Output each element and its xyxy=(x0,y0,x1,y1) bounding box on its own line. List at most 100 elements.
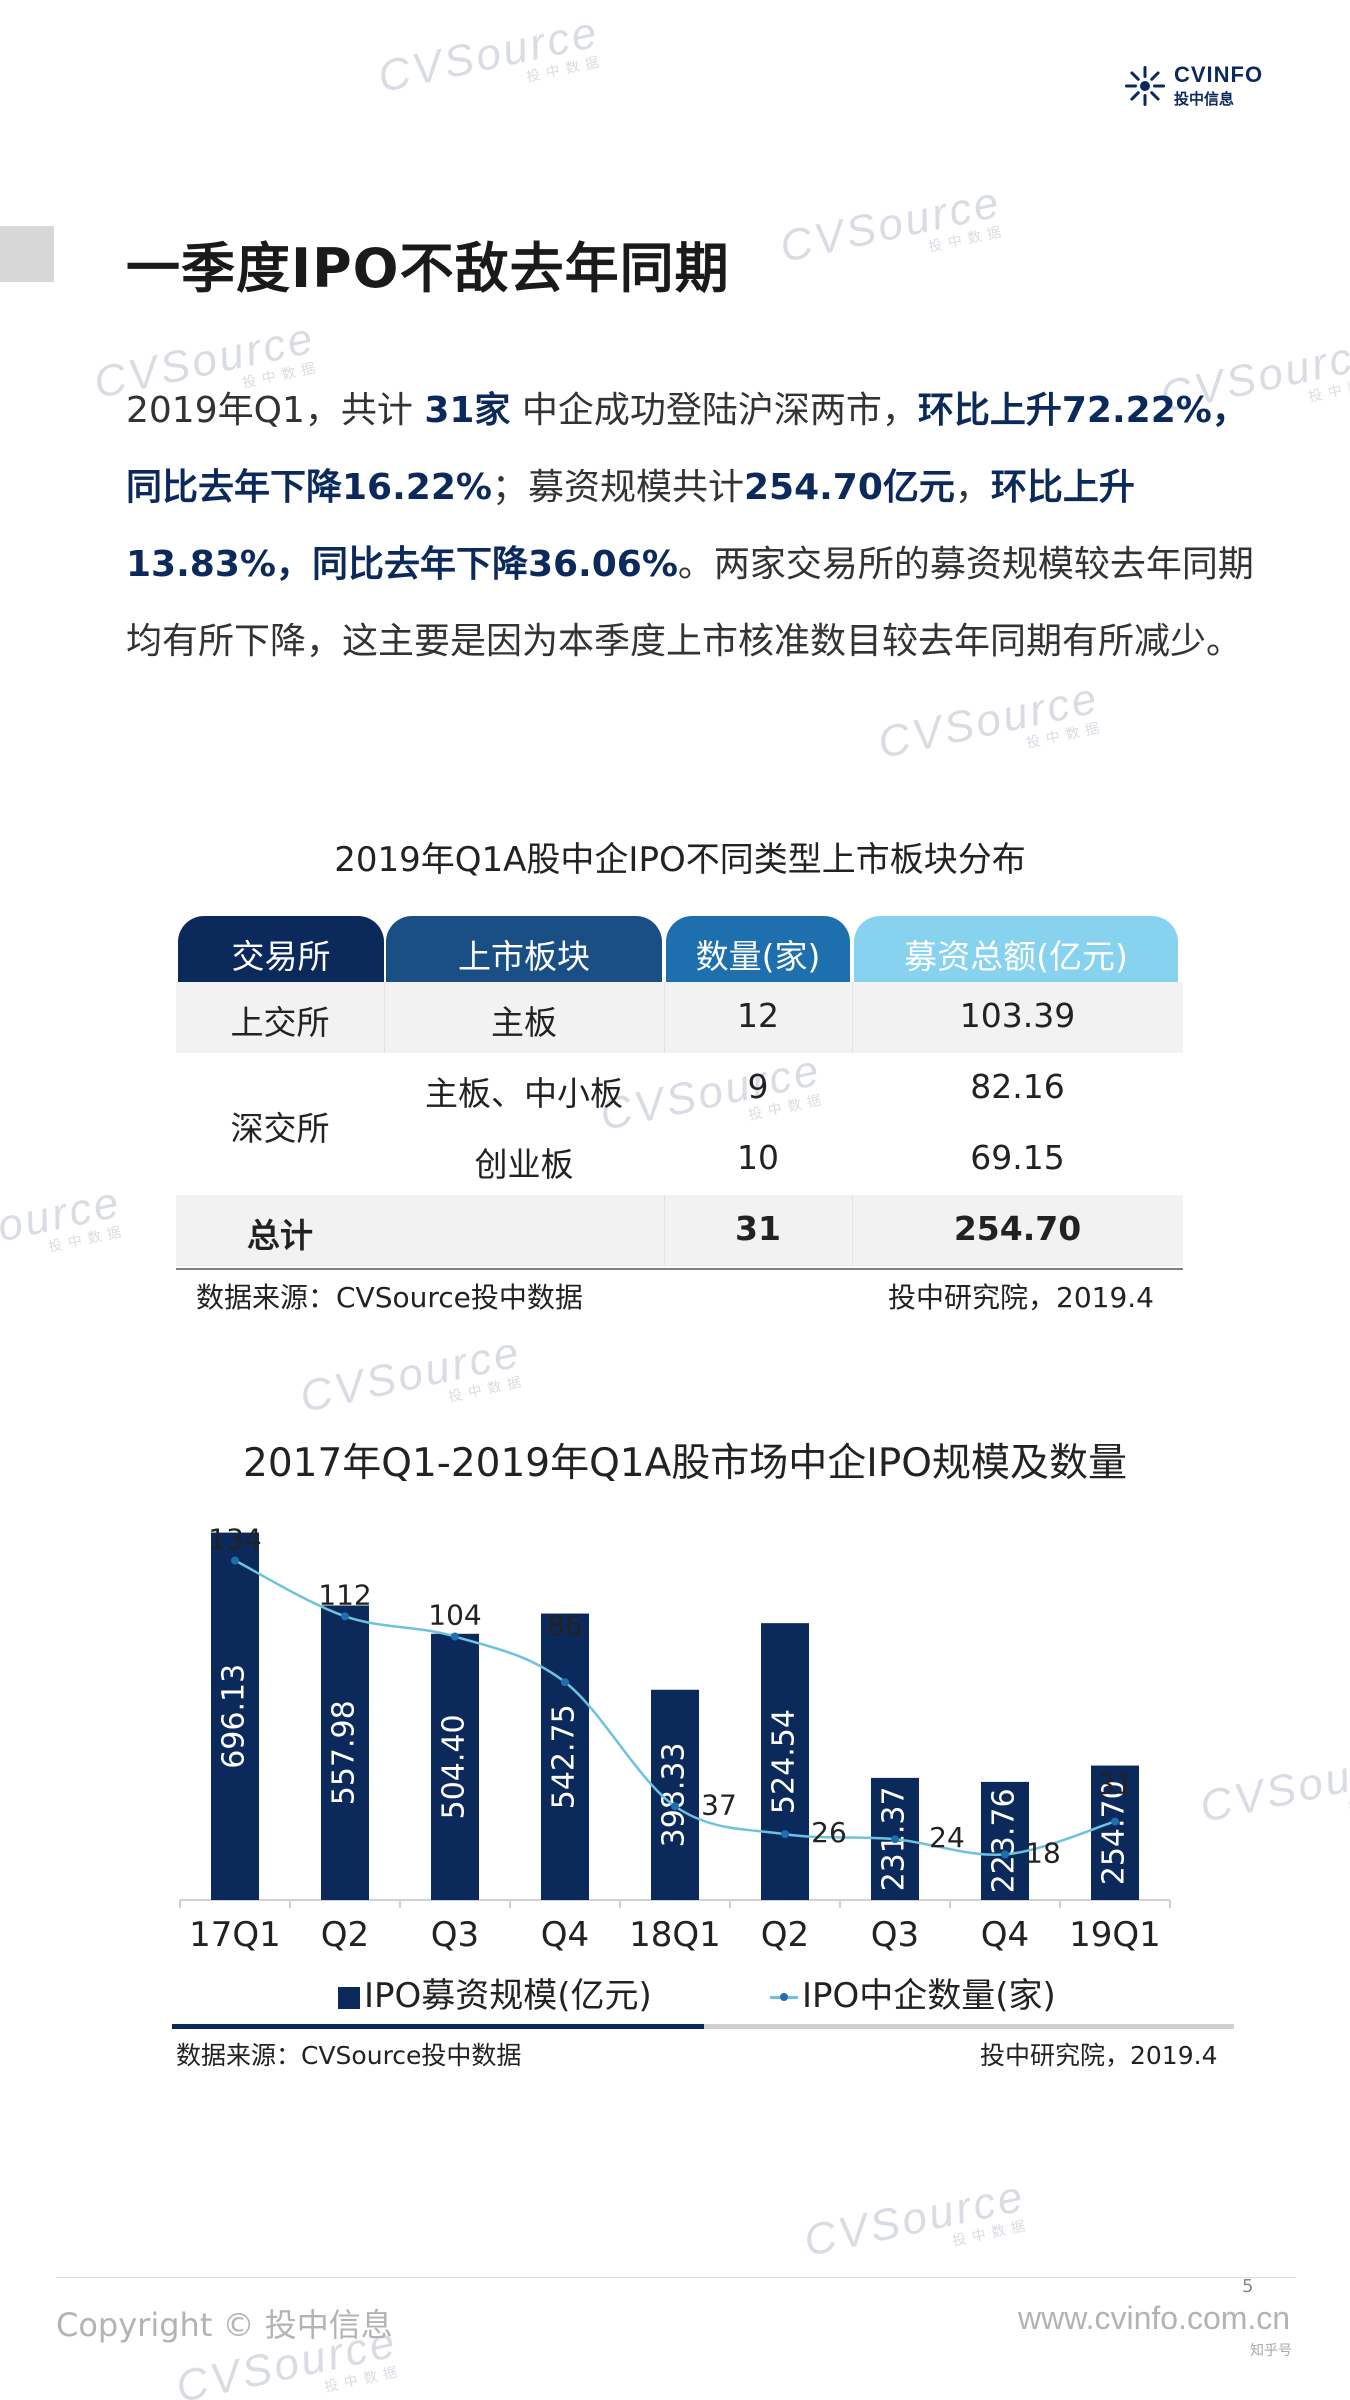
column-divider xyxy=(384,982,385,1053)
table-row-bg xyxy=(176,982,1183,1053)
cell-total-count: 31 xyxy=(735,1209,781,1248)
count-value-label: 86 xyxy=(547,1609,583,1642)
count-value-label: 37 xyxy=(701,1788,737,1821)
watermark: CVSource 投中数据 xyxy=(775,177,1009,272)
cell-exchange: 上交所 xyxy=(230,1003,330,1042)
table-source: 数据来源：CVSource投中数据 xyxy=(196,1281,583,1314)
watermark: CVSource 投中数据 xyxy=(295,1327,529,1422)
cell-total-amount: 254.70 xyxy=(953,1209,1082,1248)
bar-mark xyxy=(1091,1765,1139,1900)
bar-mark xyxy=(651,1689,699,1900)
legend-bar-swatch xyxy=(338,1986,360,2009)
header-count: 数量(家) xyxy=(666,916,850,982)
intro-text: 。两家交易所的募资规模较去年同期均有所下降，这主要是因为本季度上市核准数目较去年… xyxy=(126,544,1254,662)
cell-board: 主板、中小板 xyxy=(425,1074,623,1113)
count-value-label: 24 xyxy=(929,1821,965,1854)
category-tick-label: Q4 xyxy=(981,1915,1029,1955)
category-tick-label: Q2 xyxy=(321,1915,369,1955)
intro-highlight: 环比上升72.22%，同比去年下降16.22% xyxy=(126,390,1248,508)
category-tick-label: Q3 xyxy=(431,1915,479,1955)
category-tick-label: Q4 xyxy=(541,1915,589,1955)
table-credit: 投中研究院，2019.4 xyxy=(888,1281,1154,1314)
chart-title: 2017年Q1-2019年Q1A股市场中企IPO规模及数量 xyxy=(243,1441,1127,1486)
count-point xyxy=(231,1556,239,1565)
cell-count: 12 xyxy=(737,996,779,1035)
logo-text-en: CVINFO xyxy=(1174,62,1264,87)
footer-rule xyxy=(56,2277,1296,2278)
intro-highlight: 环比上升13.83%，同比去年下降36.06% xyxy=(126,467,1135,585)
intro-text: ；募资规模共计 xyxy=(491,467,744,508)
count-value-label: 112 xyxy=(318,1578,371,1611)
bar-mark xyxy=(541,1613,589,1900)
watermark: CVSource 投中数据 xyxy=(799,2171,1033,2266)
cell-board: 创业板 xyxy=(474,1145,574,1184)
legend-bar-label: IPO募资规模(亿元) xyxy=(364,1976,652,2016)
count-series-line xyxy=(234,1559,1116,1857)
header-exchange: 交易所 xyxy=(178,916,384,982)
chart-source: 数据来源：CVSource投中数据 xyxy=(176,2041,522,2070)
column-divider xyxy=(664,982,665,1053)
copyright: Copyright © 投中信息 xyxy=(56,2306,393,2344)
bar-value-label: 696.13 xyxy=(217,1664,252,1769)
page-title: 一季度IPO不敌去年同期 xyxy=(126,237,730,300)
table-row-bg xyxy=(176,1195,1183,1266)
count-point xyxy=(1001,1850,1009,1859)
section-rule-dark xyxy=(172,2024,704,2029)
header-amount: 募资总额(亿元) xyxy=(854,916,1178,982)
bar-mark xyxy=(321,1605,369,1900)
watermark: CVSource 投中数据 xyxy=(1195,1737,1350,1832)
count-point xyxy=(561,1678,569,1687)
website-link[interactable]: www.cvinfo.com.cn xyxy=(1018,2300,1291,2336)
category-tick-label: 19Q1 xyxy=(1069,1915,1161,1955)
title-accent-bar xyxy=(0,226,54,282)
watermark: CVSource 投中数据 xyxy=(373,7,607,102)
table-header: 交易所 上市板块 数量(家) 募资总额(亿元) xyxy=(176,916,1183,982)
count-point xyxy=(1111,1817,1119,1826)
ipo-board-table: 交易所 上市板块 数量(家) 募资总额(亿元) 上交所 主板 12 103.39… xyxy=(176,916,1183,1270)
column-divider xyxy=(852,1195,853,1266)
table-title: 2019年Q1A股中企IPO不同类型上市板块分布 xyxy=(334,840,1026,880)
cell-amount: 82.16 xyxy=(970,1067,1065,1106)
bar-mark xyxy=(431,1633,479,1900)
legend-line-label: IPO中企数量(家) xyxy=(802,1976,1056,2016)
count-point xyxy=(341,1612,349,1621)
bar-value-label: 542.75 xyxy=(547,1704,582,1809)
burst-logo-icon xyxy=(1125,66,1165,106)
category-tick-label: Q3 xyxy=(871,1915,919,1955)
logo-text-cn: 投中信息 xyxy=(1174,90,1235,108)
cell-count: 9 xyxy=(747,1067,769,1106)
count-point xyxy=(451,1632,459,1641)
intro-text: ， xyxy=(954,467,991,508)
count-value-label: 31 xyxy=(1097,1767,1133,1800)
section-rule-light xyxy=(704,2024,1234,2029)
intro-highlight: 254.70亿元 xyxy=(743,467,955,508)
bar-mark xyxy=(981,1781,1029,1900)
category-tick-label: 17Q1 xyxy=(189,1915,281,1955)
header-board: 上市板块 xyxy=(386,916,662,982)
count-value-label: 18 xyxy=(1025,1836,1061,1869)
bar-mark xyxy=(211,1532,259,1900)
count-value-label: 26 xyxy=(811,1816,847,1849)
legend-line-swatch xyxy=(770,1993,798,2001)
table-bottom-rule xyxy=(176,1268,1183,1270)
bar-mark xyxy=(761,1623,809,1900)
legend-line: IPO中企数量(家) xyxy=(770,1968,1056,2017)
bar-value-label: 557.98 xyxy=(327,1700,362,1805)
cell-count: 10 xyxy=(737,1138,779,1177)
column-divider xyxy=(852,982,853,1053)
cell-amount: 69.15 xyxy=(970,1138,1065,1177)
count-value-label: 134 xyxy=(208,1523,261,1556)
count-point xyxy=(781,1830,789,1839)
intro-text: 2019年Q1，共计 xyxy=(126,390,425,431)
bar-value-label: 254.70 xyxy=(1097,1780,1132,1885)
column-divider xyxy=(664,1195,665,1266)
chart-credit: 投中研究院，2019.4 xyxy=(980,2041,1218,2070)
cell-board: 主板 xyxy=(491,1003,557,1042)
wechat-mark: 知乎号 xyxy=(1250,2343,1292,2359)
intro-text: 中企成功登陆沪深两市， xyxy=(510,390,918,431)
count-point xyxy=(891,1835,899,1844)
count-point xyxy=(671,1802,679,1811)
category-tick-label: 18Q1 xyxy=(629,1915,721,1955)
watermark: CVSource 投中数据 xyxy=(0,1177,129,1272)
bar-value-label: 524.54 xyxy=(767,1709,802,1814)
